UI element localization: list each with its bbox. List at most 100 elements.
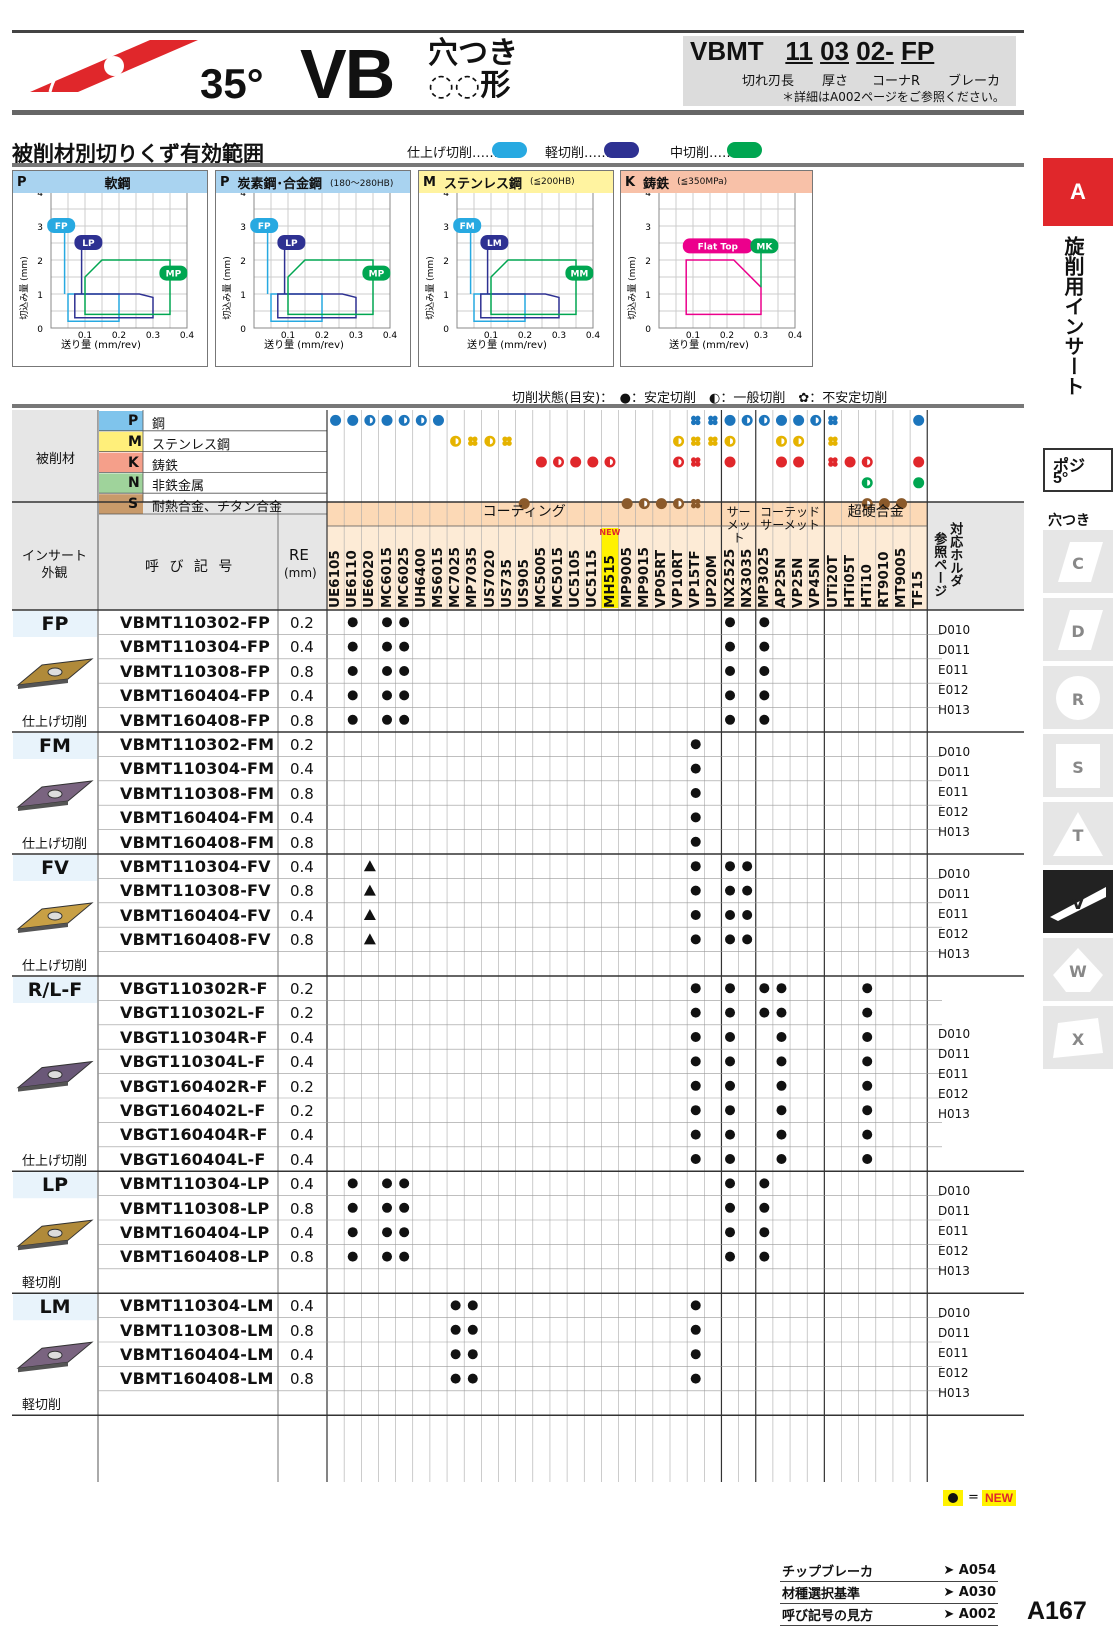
range-light <box>74 293 154 319</box>
material-code-bg <box>99 494 143 514</box>
table-head-bg <box>12 502 327 610</box>
avail-ue6020 <box>363 933 376 945</box>
avail-mc6015 <box>382 1178 393 1189</box>
y-tick: 3 <box>37 223 43 233</box>
section-title: 被削材別切りくず有効範囲 <box>12 142 264 166</box>
ref-page[interactable]: D010 <box>938 1027 971 1041</box>
hole-type-tab: 穴つき <box>1048 513 1090 529</box>
ref-page[interactable]: E011 <box>938 907 969 921</box>
y-tick: 2 <box>645 257 651 267</box>
shape-tab-w[interactable]: W <box>1043 938 1113 1002</box>
avail-vp15tf <box>690 983 701 994</box>
avail-mc6025 <box>399 690 410 701</box>
shape-tab-s[interactable]: S <box>1043 734 1113 798</box>
ref-page[interactable]: D010 <box>938 1306 971 1321</box>
insert-picture-icon <box>16 658 94 689</box>
grade-group-1: サーメット <box>726 505 751 545</box>
ref-page[interactable]: H013 <box>938 1264 970 1279</box>
ref-page[interactable]: E011 <box>938 663 969 677</box>
avail-mc6025 <box>399 1178 410 1189</box>
shape-tab-c[interactable]: C <box>1043 530 1113 594</box>
avail-ue6020 <box>363 884 376 896</box>
ref-page[interactable]: D010 <box>938 623 971 637</box>
avail-vp15tf <box>690 861 701 872</box>
product-re: 0.8 <box>290 1321 314 1340</box>
suit-s-vp05rt <box>655 498 667 510</box>
x-tick: 0.2 <box>315 331 329 341</box>
ref-page[interactable]: E011 <box>938 785 969 799</box>
avail-nx3035 <box>742 861 753 872</box>
group-name-fp: FP <box>41 613 69 635</box>
ref-page[interactable]: E012 <box>938 805 969 819</box>
grade-mc6015: MC6015 <box>378 547 395 608</box>
ref-page[interactable]: H013 <box>938 825 970 839</box>
x-tick: 0.3 <box>754 331 768 341</box>
ref-page[interactable]: E011 <box>938 1067 969 1081</box>
ref-page[interactable]: H013 <box>938 1107 970 1121</box>
suit-m-up20m <box>708 436 718 446</box>
suit-n-hti10 <box>861 477 873 489</box>
legend-finish-swatch <box>492 142 527 158</box>
ref-page[interactable]: E012 <box>938 1244 969 1259</box>
avail-hti10 <box>862 1032 873 1042</box>
ref-page[interactable]: E011 <box>938 1346 969 1361</box>
product-re: 0.2 <box>290 1077 314 1096</box>
svg-text:LM: LM <box>487 239 502 249</box>
suit-k-mc5015 <box>553 456 565 468</box>
insert-shape-icon <box>30 40 198 93</box>
svg-text:MM: MM <box>570 270 588 280</box>
ref-page[interactable]: E012 <box>938 1087 969 1101</box>
ref-head-bg <box>927 502 1024 610</box>
avail-ap25n <box>776 1007 787 1018</box>
x-tick: 0.1 <box>484 331 498 341</box>
posi-tab[interactable]: ポジ 5° <box>1043 448 1113 492</box>
avail-mc6025 <box>399 1202 410 1213</box>
shape-tab-x[interactable]: X <box>1043 1006 1113 1070</box>
ref-page[interactable]: E012 <box>938 683 969 697</box>
ref-page[interactable]: D011 <box>938 643 971 657</box>
product-re: 0.4 <box>290 1297 314 1316</box>
shape-tab-t[interactable]: T <box>1043 802 1113 866</box>
tab-section-a[interactable]: A <box>1043 158 1113 226</box>
avail-mc6015 <box>382 714 393 725</box>
ref-page[interactable]: D011 <box>938 765 971 779</box>
ref-page[interactable]: E012 <box>938 1366 969 1381</box>
group-label-bg <box>13 977 97 1003</box>
avail-mc6015 <box>382 1227 393 1238</box>
ref-page[interactable]: H013 <box>938 947 970 961</box>
footer-link-grade[interactable]: 材種選択基準 ➤ A030 <box>780 1582 998 1604</box>
suit-p-tf15 <box>913 414 925 426</box>
new-legend-tag: NEW <box>982 1490 1016 1506</box>
ref-page[interactable]: D011 <box>938 1047 971 1061</box>
shape-tab-v[interactable]: V <box>1043 870 1113 934</box>
footer-link-breaker[interactable]: チップブレーカ ➤ A054 <box>780 1560 998 1582</box>
ref-page[interactable]: E011 <box>938 1224 969 1239</box>
grade-us7020: US7020 <box>481 549 498 608</box>
ref-page[interactable]: D011 <box>938 1326 971 1341</box>
ref-page[interactable]: D010 <box>938 1184 971 1199</box>
shape-tab-label: X <box>1072 1030 1085 1049</box>
footer-link-code[interactable]: 呼び記号の見方 ➤ A002 <box>780 1604 998 1626</box>
ref-page[interactable]: H013 <box>938 703 970 717</box>
avail-vp15tf <box>690 1007 701 1018</box>
ref-page[interactable]: H013 <box>938 1386 970 1401</box>
x-tick: 0.1 <box>686 331 700 341</box>
product-re: 0.4 <box>290 1126 314 1145</box>
suit-s-us905 <box>518 498 530 510</box>
insert-picture-icon <box>16 902 94 933</box>
ref-page[interactable]: D011 <box>938 887 971 901</box>
ref-page[interactable]: E012 <box>938 927 969 941</box>
avail-mc6025 <box>399 1251 410 1262</box>
avail-vp15tf <box>690 885 701 896</box>
ref-page[interactable]: D010 <box>938 867 971 881</box>
shape-tab-d[interactable]: D <box>1043 598 1113 662</box>
product-re: 0.8 <box>290 711 314 730</box>
product-code: VBMT160404-FP <box>120 686 271 706</box>
range-label-0: FM <box>453 218 482 233</box>
ref-page[interactable]: D011 <box>938 1204 971 1219</box>
product-re: 0.8 <box>290 1248 314 1267</box>
product-code: VBMT110308-FP <box>120 661 271 681</box>
y-tick: 3 <box>443 223 449 233</box>
shape-tab-r[interactable]: R <box>1043 666 1113 730</box>
ref-page[interactable]: D010 <box>938 745 971 759</box>
